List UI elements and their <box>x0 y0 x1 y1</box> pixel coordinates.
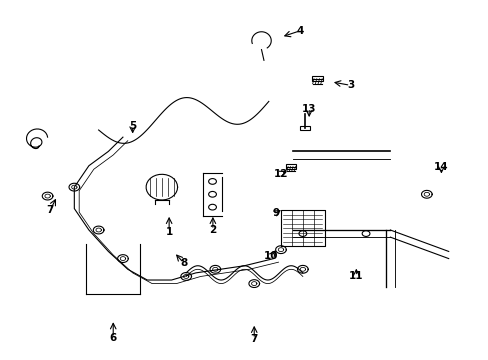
Text: 13: 13 <box>301 104 316 114</box>
Text: 1: 1 <box>165 227 172 237</box>
Text: 11: 11 <box>348 271 363 282</box>
Text: 14: 14 <box>433 162 448 172</box>
Text: 4: 4 <box>296 26 304 36</box>
Bar <box>286 165 295 169</box>
Text: 9: 9 <box>272 208 279 218</box>
Text: 5: 5 <box>129 121 136 131</box>
Text: 3: 3 <box>346 80 353 90</box>
Text: 7: 7 <box>250 334 257 344</box>
Text: 8: 8 <box>180 258 187 268</box>
Text: 12: 12 <box>273 168 287 179</box>
Bar <box>300 126 309 130</box>
Text: 10: 10 <box>264 251 278 261</box>
Text: 6: 6 <box>109 333 117 343</box>
Bar <box>311 76 322 81</box>
Text: 7: 7 <box>46 205 54 215</box>
Text: 2: 2 <box>209 225 216 235</box>
